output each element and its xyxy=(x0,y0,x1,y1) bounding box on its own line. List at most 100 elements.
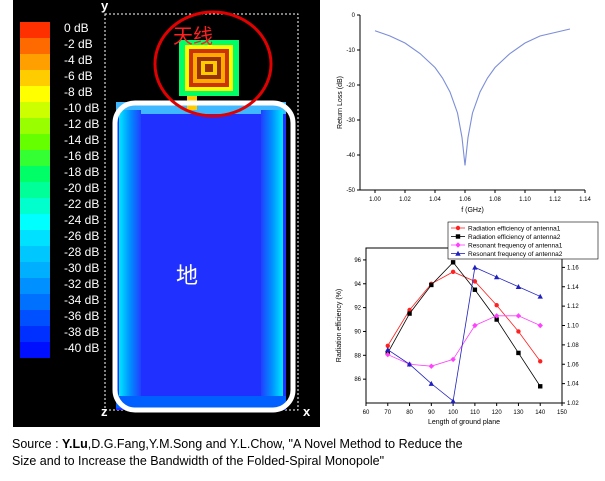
y-tick-label: 96 xyxy=(354,258,361,264)
data-point xyxy=(537,293,543,299)
x-tick-label: 60 xyxy=(363,410,370,416)
series-line xyxy=(387,266,541,402)
data-point xyxy=(472,279,478,284)
x-tick-label: 100 xyxy=(448,410,459,416)
y-tick-label: 86 xyxy=(354,377,361,383)
y2-tick-label: 1.16 xyxy=(567,265,579,271)
y-tick-label: -10 xyxy=(346,48,355,54)
axis-z-label: z xyxy=(101,404,108,419)
colorbar-swatch xyxy=(20,150,50,166)
colorbar-swatch xyxy=(20,326,50,342)
data-point xyxy=(472,287,478,292)
axis-y-label: y xyxy=(101,0,109,13)
ground-label: 地 xyxy=(176,264,199,289)
data-point xyxy=(450,260,456,265)
source-author-bold: Y.Lu xyxy=(62,437,88,451)
series-line xyxy=(387,315,541,367)
colorbar-label: -40 dB xyxy=(64,341,100,355)
antenna-label: 天线 xyxy=(173,24,213,48)
y-tick-label: -30 xyxy=(346,118,355,124)
x-tick-label: 1.04 xyxy=(429,197,441,203)
colorbar-label: -24 dB xyxy=(64,213,100,227)
x-tick-label: 90 xyxy=(428,410,435,416)
x-axis-label: f (GHz) xyxy=(461,207,484,214)
source-prefix: Source : xyxy=(12,437,63,451)
colorbar-swatch xyxy=(20,102,50,118)
data-point xyxy=(516,350,521,356)
data-point xyxy=(407,307,412,313)
y-tick-label: 88 xyxy=(354,353,361,359)
colorbar-label: -4 dB xyxy=(64,53,93,67)
legend-entry: Radiation efficiency of antenna2 xyxy=(468,234,561,241)
x-tick-label: 70 xyxy=(384,410,391,416)
x-tick-label: 1.12 xyxy=(549,197,561,203)
data-point xyxy=(429,282,434,288)
colorbar-swatch xyxy=(20,86,50,102)
x-tick-label: 1.14 xyxy=(579,197,591,203)
x-tick-label: 150 xyxy=(557,410,568,416)
colorbar-swatch xyxy=(20,134,50,150)
plot-frame xyxy=(365,247,563,404)
axis-x-label: x xyxy=(303,404,311,419)
x-tick-label: 1.10 xyxy=(519,197,531,203)
y2-tick-label: 1.02 xyxy=(567,401,579,407)
x-tick-label: 1.06 xyxy=(459,197,471,203)
y-axis-label: Return Loss (dB) xyxy=(337,76,344,129)
data-point xyxy=(537,322,543,329)
efficiency-chart: 86 88 90 92 94 96 1.02 1.04 1.06 1.08 1.10 1.12 1.14… xyxy=(336,221,599,426)
data-point xyxy=(493,274,500,280)
data-point xyxy=(428,363,435,369)
colorbar-swatch xyxy=(20,246,50,262)
y2-tick-label: 1.06 xyxy=(567,362,579,368)
data-point xyxy=(472,322,478,329)
colorbar-swatch xyxy=(20,182,50,198)
colorbar-label: -8 dB xyxy=(64,85,93,99)
y-tick-label: -20 xyxy=(346,83,355,89)
x-tick-label: 1.08 xyxy=(489,197,501,203)
colorbar-label: -30 dB xyxy=(64,261,100,275)
data-point xyxy=(472,264,478,270)
y-tick-label: 94 xyxy=(354,282,361,288)
x-tick-label: 80 xyxy=(406,410,413,416)
legend-entry: Resonant frequency of antenna2 xyxy=(468,251,563,258)
legend-entry: Radiation efficiency of antenna1 xyxy=(468,225,561,232)
colorbar-swatch xyxy=(20,166,50,182)
colorbar-label: -38 dB xyxy=(64,325,100,339)
data-point xyxy=(385,343,390,348)
data-point xyxy=(515,284,522,289)
colorbar-label: -2 dB xyxy=(64,37,93,51)
x-axis-label: Length of ground plane xyxy=(428,419,500,426)
colorbar-label: -26 dB xyxy=(64,229,100,243)
data-point xyxy=(428,380,435,386)
colorbar-swatch xyxy=(20,198,50,214)
data-point xyxy=(516,329,521,334)
colorbar-swatch xyxy=(20,262,50,278)
data-point xyxy=(450,356,456,363)
ground-outline xyxy=(112,100,296,413)
colorbar-label: -32 dB xyxy=(64,277,100,291)
data-point xyxy=(385,351,391,358)
colorbar-swatch xyxy=(20,38,50,54)
y2-tick-label: 1.10 xyxy=(567,324,579,330)
data-point xyxy=(406,361,413,367)
colorbar-swatch xyxy=(20,70,50,86)
colorbar-swatch xyxy=(20,54,50,70)
data-point xyxy=(455,234,461,239)
x-tick-label: 140 xyxy=(535,410,546,416)
y2-tick-label: 1.14 xyxy=(567,285,579,291)
return-loss-line xyxy=(374,28,571,166)
colorbar-swatch xyxy=(20,342,50,358)
colorbar-swatch xyxy=(20,118,50,134)
legend-box xyxy=(447,221,599,260)
antenna-annotation-ellipse xyxy=(153,10,273,118)
data-point xyxy=(515,313,522,319)
data-point xyxy=(538,359,543,364)
y-tick-label: 0 xyxy=(352,13,356,19)
colorbar-label: -36 dB xyxy=(64,309,100,323)
field-distribution xyxy=(104,10,299,413)
data-point xyxy=(455,225,461,231)
data-point xyxy=(494,303,499,308)
colorbar-label: -6 dB xyxy=(64,69,93,83)
y-tick-label: 92 xyxy=(354,306,361,312)
data-point xyxy=(494,317,499,322)
